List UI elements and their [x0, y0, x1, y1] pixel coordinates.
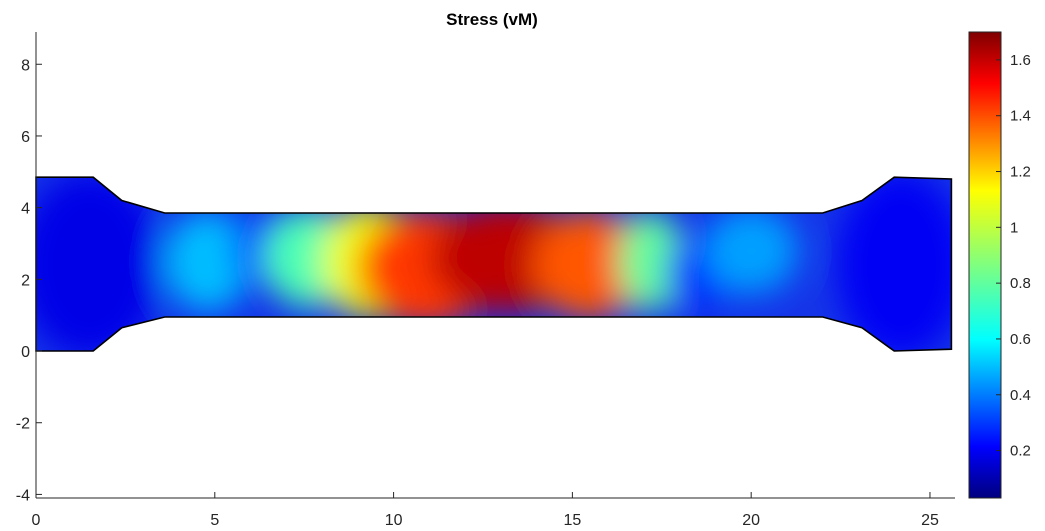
specimen-stress-field [36, 177, 952, 351]
stress-region-8 [533, 211, 648, 319]
stress-region-1 [36, 177, 162, 351]
stress-region-9 [618, 211, 684, 312]
y-axis-ticks: -4 -2 0 2 4 6 8 [16, 57, 42, 504]
colorbar-tick-label: 0.6 [1010, 331, 1031, 348]
stress-region-11 [704, 207, 798, 294]
colorbar-tick-label: 1 [1010, 219, 1018, 236]
x-tick-label: 5 [210, 512, 219, 529]
colorbar-tick-label: 0.8 [1010, 275, 1031, 292]
stress-region-2 [164, 211, 251, 312]
colorbar-gradient [968, 31, 1002, 499]
colorbar: 0.2 0.4 0.6 0.8 1 1.2 1.4 1.6 [968, 31, 1031, 499]
y-tick-label: 4 [21, 201, 30, 218]
colorbar-tick-label: 0.2 [1010, 443, 1031, 460]
x-tick-label: 15 [563, 512, 581, 529]
specimen-outline [35, 176, 953, 352]
x-tick-label: 10 [385, 512, 403, 529]
y-tick-label: -2 [16, 416, 30, 433]
y-tick-label: 8 [21, 57, 30, 74]
x-axis-ticks: 0 5 10 15 20 25 [32, 492, 939, 529]
colorbar-tick-label: 1.4 [1010, 108, 1031, 125]
y-tick-label: 2 [21, 272, 30, 289]
y-tick-label: -4 [16, 487, 30, 504]
colorbar-ticks: 0.2 0.4 0.6 0.8 1 1.2 1.4 1.6 [996, 52, 1031, 460]
plot-area: 0 5 10 15 20 25 -4 -2 0 2 4 6 8 [16, 32, 955, 529]
chart-title: Stress (vM) [446, 10, 538, 29]
colorbar-tick-label: 1.2 [1010, 164, 1031, 181]
x-tick-label: 25 [921, 512, 939, 529]
y-tick-label: 6 [21, 129, 30, 146]
x-tick-label: 0 [32, 512, 41, 529]
colorbar-tick-label: 1.6 [1010, 52, 1031, 69]
y-tick-label: 0 [21, 344, 30, 361]
colorbar-tick-label: 0.4 [1010, 387, 1031, 404]
stress-region-12 [836, 177, 952, 351]
x-tick-label: 20 [742, 512, 760, 529]
